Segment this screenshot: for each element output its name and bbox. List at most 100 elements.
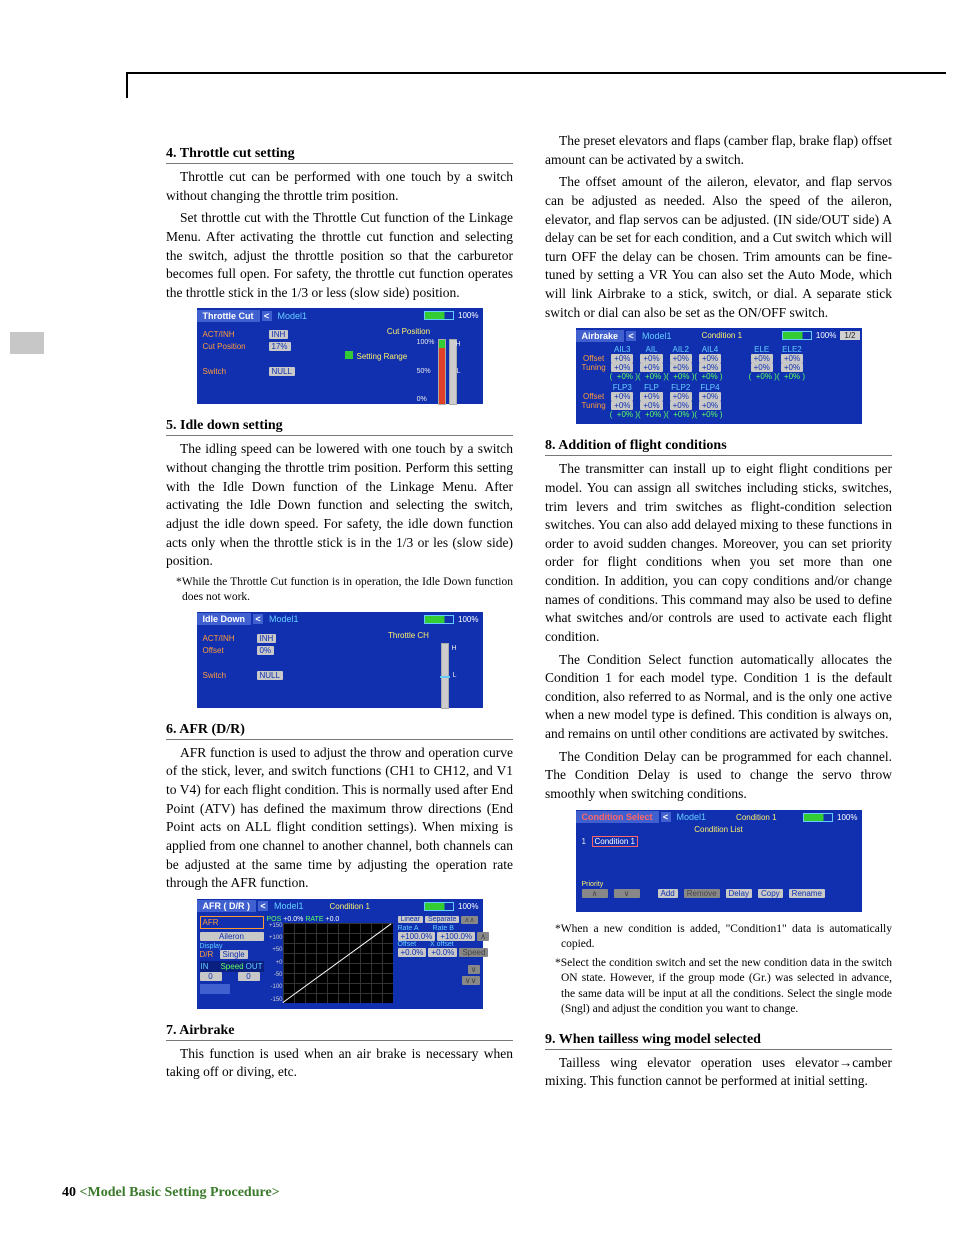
airbrake-table-1: AIL3AILAIL2AIL4ELEELE2 Offset+0%+0%+0%+0… (580, 345, 808, 381)
cond-item: Condition 1 (592, 836, 638, 847)
battery-pct: 100% (458, 615, 478, 624)
section-name: <Model Basic Setting Procedure> (80, 1185, 280, 1200)
label: ACT/INH (203, 634, 257, 643)
row-num: 1 (582, 837, 592, 846)
battery-icon (782, 331, 812, 340)
add-button: Add (658, 889, 678, 898)
heading-9: 9. When tailless wing model selected (545, 1032, 892, 1050)
aileron: Aileron (200, 932, 264, 941)
back-icon: < (253, 614, 263, 624)
para: Throttle cut can be performed with one t… (166, 168, 513, 205)
battery-icon (424, 902, 454, 911)
afr-graph (283, 923, 393, 1003)
para: The Condition Select function automatica… (545, 651, 892, 744)
list-title: Condition List (576, 825, 862, 834)
para: The idling speed can be lowered with one… (166, 440, 513, 570)
label: ACT/INH (203, 330, 269, 339)
model-name: Model1 (272, 310, 314, 322)
heading-5: 5. Idle down setting (166, 418, 513, 436)
remove-button: Remove (684, 889, 720, 898)
screenshot-idle-down: Idle Down < Model1 100% ACT/INHINH Offse… (197, 612, 483, 708)
page-rule-h (126, 72, 946, 74)
box-title: Throttle CH (339, 631, 479, 640)
left-column: 4. Throttle cut setting Throttle cut can… (166, 132, 513, 1095)
copy-button: Copy (758, 889, 783, 898)
hi: H (451, 645, 456, 652)
heading-8: 8. Addition of flight conditions (545, 438, 892, 456)
screenshot-throttle-cut: Throttle Cut < Model1 100% ACT/INHINH Cu… (197, 308, 483, 404)
back-icon: < (661, 812, 671, 822)
condition: Condition 1 (736, 813, 776, 822)
footnote: *When a new condition is added, "Conditi… (555, 922, 892, 953)
heading-6: 6. AFR (D/R) (166, 722, 513, 740)
para: This function is used when an air brake … (166, 1045, 513, 1082)
para: Set throttle cut with the Throttle Cut f… (166, 209, 513, 302)
condition: Condition 1 (702, 331, 742, 340)
para: The preset elevators and flaps (camber f… (545, 132, 892, 169)
battery-icon (803, 813, 833, 822)
label: Offset (203, 646, 257, 655)
heading-7: 7. Airbrake (166, 1023, 513, 1041)
priority-label: Priority (582, 881, 604, 888)
page-indicator: 1/2 (840, 331, 859, 340)
value: NULL (257, 671, 283, 680)
battery-pct: 100% (458, 902, 478, 911)
battery-icon (424, 615, 454, 624)
drmode: Single (220, 950, 248, 959)
screen-title: Throttle Cut (197, 310, 260, 322)
right-column: The preset elevators and flaps (camber f… (545, 132, 892, 1095)
airbrake-table-2: FLP3FLPFLP2FLP4 Offset+0%+0%+0%+0% Tunin… (580, 383, 725, 419)
model-name: Model1 (263, 613, 305, 625)
screenshot-airbrake: Airbrake < Model1 Condition 1 100% 1/2 A… (576, 328, 862, 424)
value: 17% (269, 342, 291, 351)
lo: L (453, 672, 457, 679)
para: Tailless wing elevator operation uses el… (545, 1054, 892, 1091)
lo: 0% (417, 396, 435, 403)
battery-pct: 100% (458, 311, 478, 320)
para: The offset amount of the aileron, elevat… (545, 173, 892, 322)
para: AFR function is used to adjust the throw… (166, 744, 513, 893)
back-icon: < (258, 901, 268, 911)
afr-label: AFR (200, 916, 264, 929)
para: The transmitter can install up to eight … (545, 460, 892, 646)
legend: Setting Range (357, 352, 408, 361)
text-columns: 4. Throttle cut setting Throttle cut can… (166, 132, 892, 1095)
rename-button: Rename (789, 889, 825, 898)
model-name: Model1 (636, 330, 678, 342)
label: Switch (203, 671, 257, 680)
value: NULL (269, 367, 295, 376)
value: INH (269, 330, 289, 339)
value: INH (257, 634, 277, 643)
back-icon: < (626, 331, 636, 341)
back-icon: < (262, 311, 272, 321)
box-title: Cut Position (339, 327, 479, 336)
heading-4: 4. Throttle cut setting (166, 146, 513, 164)
screen-title: Condition Select (576, 811, 659, 823)
screen-title: Airbrake (576, 330, 625, 342)
screenshot-condition-select: Condition Select < Model1 Condition 1 10… (576, 810, 862, 912)
page-number: 40 (62, 1185, 76, 1200)
page-rule-v (126, 72, 128, 98)
battery-icon (424, 311, 454, 320)
hi: 100% (417, 339, 435, 346)
screen-title: AFR ( D/R ) (197, 900, 257, 912)
footnote: *Select the condition switch and set the… (555, 956, 892, 1018)
display: Display (200, 943, 264, 950)
page-footer: 40 <Model Basic Setting Procedure> (62, 1185, 280, 1201)
footnote: *While the Throttle Cut function is in o… (176, 575, 513, 606)
mid: 50% (417, 368, 435, 375)
legend-swatch (345, 351, 353, 359)
margin-tab (10, 332, 44, 354)
model-name: Model1 (671, 811, 713, 823)
manual-page: 4. Throttle cut setting Throttle cut can… (0, 0, 954, 1235)
label: Cut Position (203, 342, 269, 351)
model-name: Model1 (268, 900, 310, 912)
thumb (200, 984, 230, 994)
screenshot-afr: AFR ( D/R ) < Model1 Condition 1 100% AF… (197, 899, 483, 1009)
value: 0% (257, 646, 275, 655)
condition: Condition 1 (330, 902, 370, 911)
para: The Condition Delay can be programmed fo… (545, 748, 892, 804)
label: Switch (203, 367, 269, 376)
screen-title: Idle Down (197, 613, 252, 625)
dr: D/R (200, 950, 218, 959)
